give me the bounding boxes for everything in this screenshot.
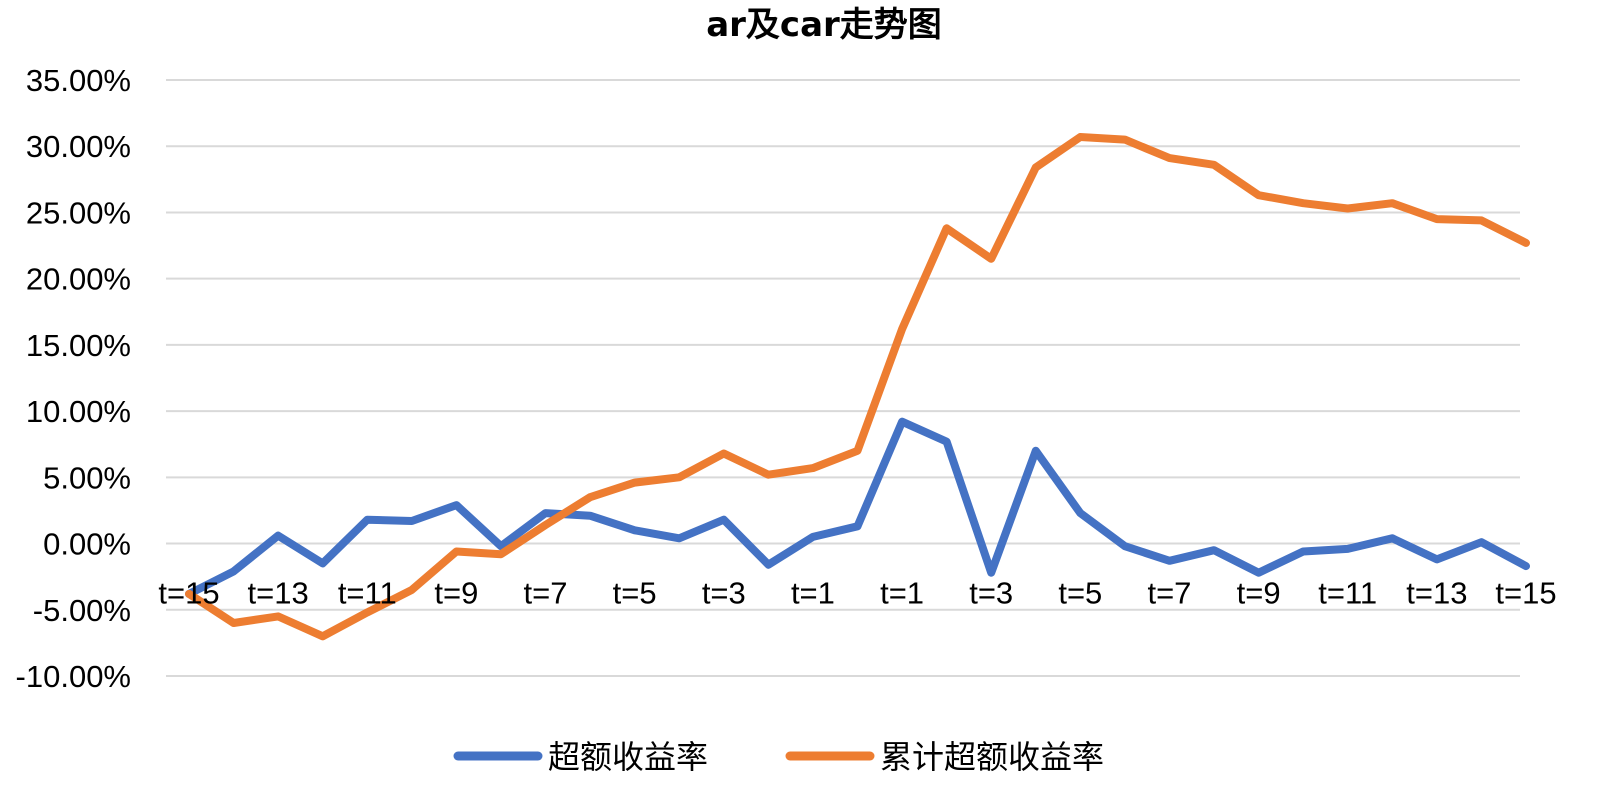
x-tick-label: t=3: [702, 576, 746, 611]
y-tick-label: 35.00%: [26, 63, 131, 98]
series-line-car: [185, 133, 1530, 641]
y-tick-label: 30.00%: [26, 129, 131, 164]
x-tick-label: t=11: [338, 576, 397, 611]
x-tick-label: t=15: [1495, 576, 1556, 611]
y-tick-label: 0.00%: [43, 527, 131, 562]
x-axis-ticks: t=15 t=13 t=11 t=9 t=7 t=5 t=3 t=1 t=1 t=3 t=5 t=7 t…: [158, 576, 1556, 611]
y-axis-ticks: -10.00% -5.00% 0.00% 5.00% 10.00% 15.00% 20.00…: [16, 63, 131, 694]
x-tick-label: t=13: [1406, 576, 1467, 611]
x-tick-label: t=1: [880, 576, 924, 611]
x-tick-label: t=9: [434, 576, 478, 611]
x-tick-label: t=11: [1318, 576, 1377, 611]
x-tick-label: t=5: [1058, 576, 1102, 611]
x-tick-label: t=15: [158, 576, 219, 611]
x-tick-label: t=9: [1237, 576, 1281, 611]
y-tick-label: 5.00%: [43, 460, 131, 495]
x-tick-label: t=13: [248, 576, 309, 611]
y-tick-label: -5.00%: [33, 593, 131, 628]
series-line-ar: [185, 417, 1530, 598]
x-tick-label: t=1: [791, 576, 835, 611]
y-tick-label: -10.00%: [16, 659, 131, 694]
chart-title: ar及car走势图: [706, 5, 942, 45]
x-tick-label: t=7: [524, 576, 568, 611]
y-tick-label: 15.00%: [26, 328, 131, 363]
series-lines: [185, 133, 1530, 641]
y-tick-label: 20.00%: [26, 262, 131, 297]
gridlines: [166, 79, 1520, 677]
x-tick-label: t=7: [1147, 576, 1191, 611]
y-tick-label: 10.00%: [26, 394, 131, 429]
legend: 超额收益率 累计超额收益率: [453, 738, 1104, 776]
y-tick-label: 25.00%: [26, 195, 131, 230]
x-tick-label: t=3: [969, 576, 1013, 611]
legend-label-car: 累计超额收益率: [880, 738, 1104, 776]
legend-label-ar: 超额收益率: [548, 738, 708, 776]
x-tick-label: t=5: [613, 576, 657, 611]
